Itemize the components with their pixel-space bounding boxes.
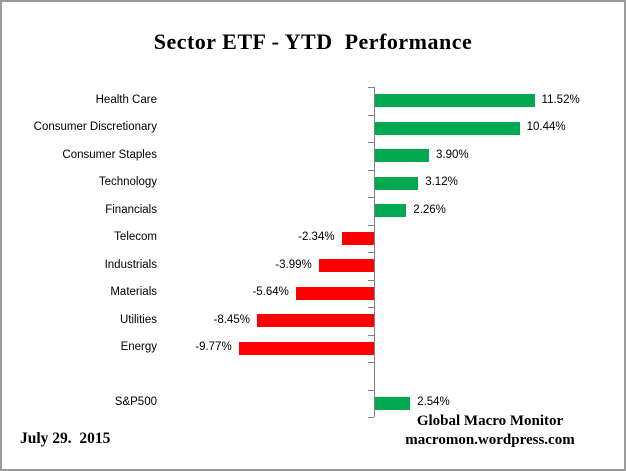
y-axis-line bbox=[374, 87, 375, 417]
category-label: Technology bbox=[98, 176, 157, 189]
data-bar bbox=[318, 259, 374, 273]
axis-tick bbox=[368, 114, 374, 116]
data-bar bbox=[375, 396, 411, 410]
category-label: Consumer Discretionary bbox=[33, 121, 157, 134]
data-bar bbox=[375, 121, 520, 135]
value-label: 2.54% bbox=[417, 396, 450, 409]
value-label: -8.45% bbox=[213, 313, 250, 326]
data-bar bbox=[375, 149, 429, 163]
axis-tick bbox=[368, 169, 374, 171]
data-bar bbox=[341, 231, 374, 245]
axis-tick bbox=[368, 279, 374, 281]
data-bar bbox=[295, 286, 374, 300]
category-label: Telecom bbox=[114, 231, 157, 244]
axis-tick bbox=[368, 142, 374, 143]
category-label: Health Care bbox=[95, 93, 157, 106]
value-label: -9.77% bbox=[195, 341, 232, 354]
data-bar bbox=[238, 341, 374, 355]
axis-tick bbox=[368, 389, 374, 391]
footer-date: July 29. 2015 bbox=[20, 430, 111, 447]
axis-tick bbox=[368, 252, 374, 253]
category-label: S&P500 bbox=[114, 396, 157, 409]
axis-tick bbox=[368, 417, 374, 418]
category-label: Financials bbox=[105, 203, 157, 216]
category-label: Consumer Staples bbox=[62, 148, 157, 161]
value-label: 10.44% bbox=[526, 121, 566, 134]
data-bar bbox=[375, 176, 419, 190]
axis-tick bbox=[368, 334, 374, 336]
category-label: Materials bbox=[110, 286, 157, 299]
axis-tick bbox=[368, 307, 374, 308]
data-bar bbox=[256, 314, 374, 328]
category-label: Energy bbox=[120, 341, 157, 354]
value-label: -3.99% bbox=[275, 258, 312, 271]
value-label: -2.34% bbox=[298, 231, 335, 244]
value-label: 11.52% bbox=[541, 93, 580, 106]
category-label: Industrials bbox=[104, 258, 157, 271]
footer-source-line1: Global Macro Monitor bbox=[416, 413, 564, 429]
footer-source-line2: macromon.wordpress.com bbox=[405, 432, 575, 448]
footer-source: Global Macro Monitor macromon.wordpress.… bbox=[390, 412, 590, 450]
data-bar bbox=[375, 204, 407, 218]
value-label: 3.90% bbox=[436, 148, 469, 161]
value-label: 2.26% bbox=[413, 203, 446, 216]
axis-tick bbox=[368, 197, 374, 198]
chart-title: Sector ETF - YTD Performance bbox=[153, 29, 473, 54]
value-label: 3.12% bbox=[425, 176, 458, 189]
axis-tick bbox=[368, 87, 374, 88]
value-label: -5.64% bbox=[252, 286, 289, 299]
axis-tick bbox=[368, 224, 374, 226]
axis-tick bbox=[368, 362, 374, 363]
category-label: Utilities bbox=[119, 313, 157, 326]
data-bar bbox=[375, 94, 535, 108]
